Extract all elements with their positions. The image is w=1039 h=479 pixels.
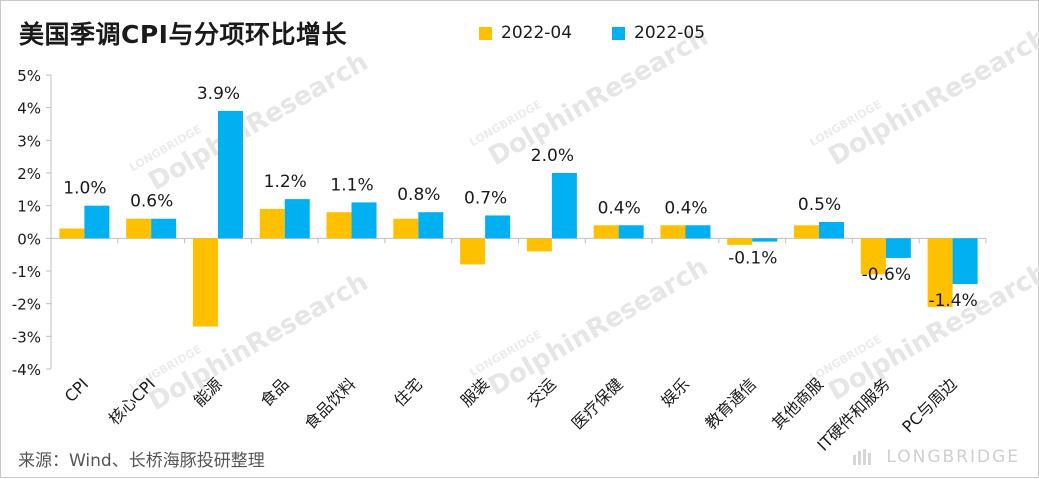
- bar-2022-04: [126, 218, 152, 239]
- bar-2022-04: [660, 225, 686, 239]
- bar-2022-05: [151, 218, 177, 239]
- data-label-2022-05: -0.6%: [862, 265, 911, 285]
- data-label-2022-05: 2.0%: [531, 146, 574, 166]
- data-label-2022-05: 0.4%: [598, 198, 641, 218]
- x-category-label: 医疗保健: [568, 374, 627, 433]
- bar-2022-05: [685, 225, 711, 239]
- y-tick-label: 5%: [17, 67, 41, 85]
- bar-2022-05: [217, 110, 243, 239]
- y-tick-label: -3%: [12, 328, 41, 346]
- legend: 2022-04 2022-05: [479, 23, 705, 43]
- bar-2022-04: [460, 238, 486, 265]
- bar-2022-04: [192, 238, 218, 327]
- bar-2022-04: [526, 238, 552, 252]
- x-category-label: 住宅: [390, 374, 426, 410]
- bar-2022-05: [84, 205, 110, 239]
- legend-item-series-1: 2022-04: [479, 23, 572, 43]
- bar-2022-04: [259, 208, 285, 239]
- chart-title: 美国季调CPI与分项环比增长: [19, 20, 347, 49]
- y-tick-label: 0%: [17, 230, 41, 248]
- x-category-label: PC与周边: [898, 374, 960, 436]
- legend-swatch-series-1: [479, 26, 492, 40]
- y-tick-label: -4%: [12, 361, 41, 379]
- data-label-2022-05: 0.8%: [397, 185, 440, 205]
- data-label-2022-05: -0.1%: [728, 249, 777, 269]
- bar-2022-05: [885, 238, 911, 258]
- legend-item-series-2: 2022-05: [612, 23, 705, 43]
- x-category-label: 食品饮料: [301, 374, 360, 433]
- legend-label-series-2: 2022-05: [634, 23, 706, 43]
- bar-2022-05: [752, 238, 778, 242]
- bar-2022-04: [393, 218, 419, 239]
- legend-label-series-1: 2022-04: [501, 23, 573, 43]
- bar-2022-05: [351, 202, 377, 239]
- x-category-label: CPI: [61, 374, 92, 405]
- bar-2022-04: [593, 225, 619, 239]
- brand-text: LONGBRIDGE: [886, 447, 1020, 467]
- logo-bars-icon: [852, 449, 871, 465]
- data-label-2022-05: 0.4%: [664, 198, 707, 218]
- bar-2022-04: [59, 228, 85, 239]
- source-note: 来源：Wind、长桥海豚投研整理: [18, 451, 265, 471]
- x-category-label: 教育通信: [701, 374, 760, 433]
- data-label-2022-05: -1.4%: [928, 291, 977, 311]
- y-tick-label: 2%: [17, 165, 41, 183]
- bar-2022-04: [927, 238, 953, 307]
- x-category-label: 食品: [257, 374, 293, 410]
- bar-2022-04: [727, 238, 753, 245]
- data-label-2022-05: 1.1%: [330, 175, 373, 195]
- watermark-text: DolphinResearch: [824, 22, 1039, 172]
- bar-2022-05: [418, 212, 444, 239]
- x-category-label: 其他商服: [768, 374, 827, 433]
- y-tick-label: 3%: [17, 132, 41, 150]
- bar-2022-05: [618, 225, 644, 239]
- bar-2022-04: [326, 212, 352, 239]
- y-tick-label: -2%: [12, 296, 41, 314]
- y-tick-label: 1%: [17, 198, 41, 216]
- data-label-2022-05: 0.6%: [130, 192, 173, 212]
- data-label-2022-05: 0.5%: [798, 195, 841, 215]
- x-category-label: 娱乐: [657, 374, 693, 410]
- bar-2022-05: [819, 222, 845, 239]
- data-label-2022-05: 1.2%: [264, 172, 307, 192]
- data-label-2022-05: 0.7%: [464, 188, 507, 208]
- bar-2022-05: [952, 238, 978, 285]
- bar-2022-05: [551, 173, 577, 239]
- y-tick-label: 4%: [17, 100, 41, 118]
- bar-2022-05: [485, 215, 511, 239]
- bar-2022-05: [284, 199, 310, 239]
- brand-logo: LONGBRIDGE: [852, 447, 1020, 467]
- watermark-text: DolphinResearch: [484, 22, 714, 172]
- data-label-2022-05: 3.9%: [197, 84, 240, 104]
- bar-2022-04: [794, 225, 820, 239]
- y-tick-label: -1%: [12, 263, 41, 281]
- bar-2022-04: [860, 238, 886, 275]
- legend-swatch-series-2: [612, 26, 626, 40]
- data-label-2022-05: 1.0%: [63, 179, 106, 199]
